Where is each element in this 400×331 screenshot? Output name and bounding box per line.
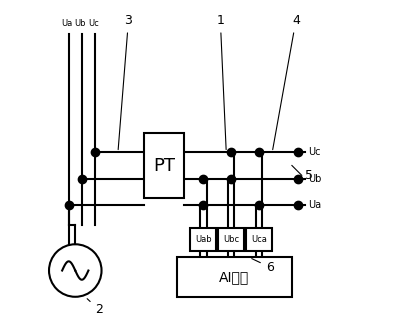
FancyBboxPatch shape: [144, 133, 184, 198]
FancyBboxPatch shape: [218, 228, 244, 251]
Text: Ub: Ub: [308, 174, 322, 184]
Text: Ub: Ub: [74, 19, 86, 28]
Text: 3: 3: [118, 14, 132, 150]
Text: 5: 5: [305, 169, 313, 182]
Text: Uc: Uc: [88, 19, 99, 28]
Text: Ua: Ua: [62, 19, 73, 28]
Text: Uca: Uca: [251, 235, 267, 244]
Text: 2: 2: [87, 299, 103, 316]
Text: 1: 1: [216, 14, 226, 150]
Text: Ubc: Ubc: [223, 235, 239, 244]
FancyBboxPatch shape: [246, 228, 272, 251]
Text: Uc: Uc: [308, 147, 321, 157]
Text: 6: 6: [252, 259, 274, 273]
Text: 4: 4: [273, 14, 300, 150]
Text: Ua: Ua: [308, 200, 322, 210]
Text: AI模块: AI模块: [219, 270, 250, 284]
Text: PT: PT: [153, 157, 175, 174]
Text: Uab: Uab: [195, 235, 212, 244]
FancyBboxPatch shape: [177, 258, 292, 297]
FancyBboxPatch shape: [190, 228, 216, 251]
